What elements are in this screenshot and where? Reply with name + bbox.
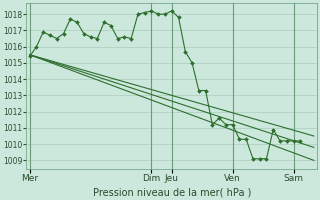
X-axis label: Pression niveau de la mer( hPa ): Pression niveau de la mer( hPa ) xyxy=(92,187,251,197)
